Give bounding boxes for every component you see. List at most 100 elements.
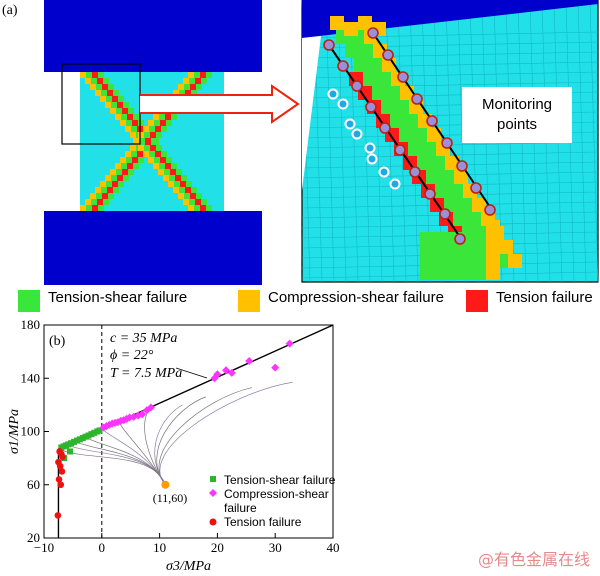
monitoring-point: [378, 166, 390, 178]
monitoring-point: [426, 115, 438, 127]
failure-cell: [137, 151, 143, 157]
failure-cell: [148, 120, 154, 126]
failure-cell: [125, 151, 131, 157]
failure-cell: [143, 126, 149, 132]
panel-a: Monitoring points (a): [2, 0, 599, 285]
failure-cell: [150, 145, 156, 151]
failure-cell: [91, 78, 97, 84]
legend-b-item-2b: failure: [224, 501, 257, 515]
failure-cell: [115, 163, 121, 169]
zoom-failure-cell: [444, 198, 458, 212]
grid-line: [589, 0, 599, 283]
failure-cell: [122, 108, 128, 114]
legend-b-circle-marker: [209, 518, 217, 526]
failure-cell: [176, 169, 182, 175]
stress-path: [158, 387, 253, 485]
zoom-failure-cell: [431, 156, 445, 170]
zoom-void: [302, 36, 321, 190]
zoom-failure-cell: [372, 86, 386, 100]
failure-cell: [183, 199, 189, 205]
legend-b-item-2: Compression-shear: [224, 487, 329, 501]
callout-line-2: points: [497, 116, 537, 133]
zoom-failure-cell: [377, 72, 391, 86]
failure-cell: [85, 199, 91, 205]
failure-cell: [111, 175, 117, 181]
zoom-failure-cell: [499, 240, 513, 254]
failure-cell: [108, 193, 114, 199]
failure-cell: [164, 169, 170, 175]
failure-cell: [92, 72, 98, 78]
monitor-line-1: [328, 44, 463, 241]
failure-cell: [113, 187, 119, 193]
failure-cell: [156, 132, 162, 138]
failure-cell: [138, 157, 144, 163]
compression-shear-point: [245, 356, 254, 365]
panel-a-label: (a): [2, 3, 18, 18]
tension-failure-point: [57, 481, 65, 489]
failure-cell: [156, 145, 162, 151]
failure-cell: [170, 169, 176, 175]
failure-cell: [123, 175, 129, 181]
tension-failure-point: [59, 453, 66, 461]
compression-shear-point: [146, 403, 155, 412]
failure-cell: [116, 169, 122, 175]
failure-cell: [154, 157, 160, 163]
zoom-failure-cell: [449, 184, 463, 198]
failure-cell: [133, 114, 139, 120]
compression-shear-point: [222, 366, 231, 375]
failure-cell: [184, 84, 190, 90]
failure-cell: [159, 114, 165, 120]
top-platen: [44, 0, 262, 72]
failure-cell: [190, 193, 196, 199]
failure-cell: [128, 108, 134, 114]
monitoring-point: [364, 142, 376, 154]
legend-a-item-3: Tension failure: [496, 289, 593, 306]
failure-cell: [206, 72, 212, 78]
failure-cell: [105, 102, 111, 108]
failure-cell: [100, 181, 106, 187]
failure-cell: [122, 169, 128, 175]
failure-cell: [191, 90, 197, 96]
zoom-failure-cell: [381, 100, 395, 114]
legend-b-item-1: Tension-shear failure: [224, 473, 336, 487]
failure-cell: [150, 132, 156, 138]
failure-cell: [80, 205, 86, 211]
monitoring-point: [367, 27, 379, 39]
tension-failure-point: [55, 476, 63, 483]
compression-shear-point: [138, 410, 147, 419]
tension-failure-swatch: [466, 290, 488, 312]
monitoring-point: [379, 122, 391, 134]
x-tick-label: 0: [99, 540, 106, 555]
monitoring-point: [337, 60, 349, 72]
failure-cell: [106, 181, 112, 187]
failure-cell: [96, 84, 102, 90]
failure-cell: [121, 163, 127, 169]
zoom-failure-cell: [445, 156, 459, 170]
failure-cell: [148, 157, 154, 163]
failure-cell: [91, 199, 97, 205]
monitoring-point: [327, 88, 339, 100]
legend-a-item-1: Tension-shear failure: [48, 289, 188, 306]
monitoring-point: [351, 128, 363, 140]
zoom-failure-cell: [390, 114, 404, 128]
failure-cell: [200, 72, 206, 78]
failure-cell: [101, 90, 107, 96]
failure-cell: [195, 78, 201, 84]
x-axis-label: σ3/MPa: [166, 559, 211, 574]
peak-label: (11,60): [153, 491, 188, 505]
monitoring-point: [337, 98, 349, 110]
compression-shear-point: [227, 368, 236, 377]
failure-cell: [200, 205, 206, 211]
stress-path: [72, 440, 166, 485]
failure-cell: [92, 205, 98, 211]
tension-failure-point: [56, 462, 64, 470]
failure-cell: [90, 193, 96, 199]
panel-b-chart: −10 0 10 20 30 40 20 60 100 140 180 σ3/MPa σ1/MPa (b…: [7, 317, 340, 574]
zoom-failure-cell: [422, 142, 436, 156]
failure-cell: [133, 139, 139, 145]
failure-cell: [86, 205, 92, 211]
failure-cell: [108, 84, 114, 90]
specimen-model: [44, 0, 262, 285]
zoom-failure-cell: [413, 128, 427, 142]
monitoring-point: [424, 188, 436, 200]
